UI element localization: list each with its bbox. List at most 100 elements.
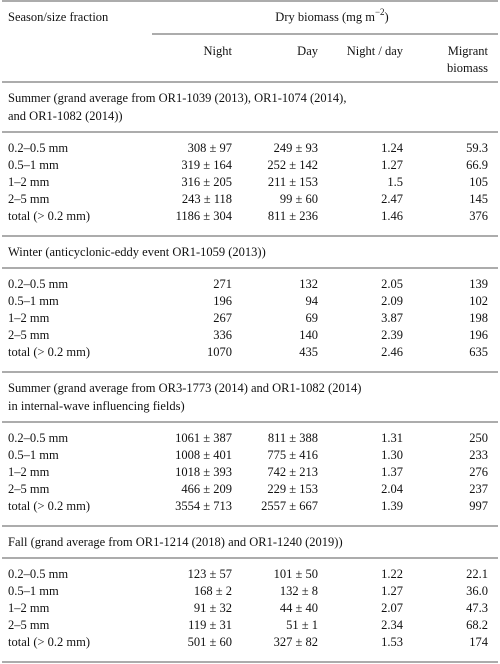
header-group-close: ) <box>385 10 389 24</box>
section-title: in internal-wave influencing fields) <box>8 399 185 413</box>
cell: 145 <box>469 192 488 206</box>
cell: 336 <box>213 328 232 342</box>
cell: 1.39 <box>381 499 403 513</box>
cell: 47.3 <box>466 601 488 615</box>
row-label: 1–2 mm <box>8 311 50 325</box>
cell: 327 ± 82 <box>274 635 318 649</box>
row-label: 0.2–0.5 mm <box>8 141 68 155</box>
row-label: 0.5–1 mm <box>8 448 59 462</box>
cell: 237 <box>469 482 488 496</box>
cell: 1.27 <box>381 584 403 598</box>
section-title: Winter (anticyclonic-eddy event OR1-1059… <box>8 245 266 259</box>
cell: 102 <box>469 294 488 308</box>
cell: 36.0 <box>466 584 488 598</box>
cell: 3.87 <box>381 311 403 325</box>
cell: 3554 ± 713 <box>175 499 232 513</box>
cell: 229 ± 153 <box>267 482 318 496</box>
cell: 198 <box>469 311 488 325</box>
cell: 66.9 <box>466 158 488 172</box>
cell: 2.04 <box>381 482 404 496</box>
cell: 132 <box>299 277 318 291</box>
row-label: 1–2 mm <box>8 175 50 189</box>
row-label: 1–2 mm <box>8 465 50 479</box>
row-label: total (> 0.2 mm) <box>8 209 90 223</box>
cell: 997 <box>469 499 488 513</box>
cell: 233 <box>469 448 488 462</box>
cell: 376 <box>469 209 488 223</box>
cell: 101 ± 50 <box>274 567 318 581</box>
cell: 1.31 <box>381 431 403 445</box>
cell: 742 ± 213 <box>267 465 318 479</box>
cell: 59.3 <box>466 141 488 155</box>
cell: 1008 ± 401 <box>175 448 232 462</box>
row-label: 0.2–0.5 mm <box>8 567 68 581</box>
cell: 1018 ± 393 <box>175 465 232 479</box>
cell: 252 ± 142 <box>267 158 318 172</box>
row-label: 2–5 mm <box>8 482 50 496</box>
cell: 119 ± 31 <box>188 618 232 632</box>
cell: 811 ± 388 <box>268 431 318 445</box>
cell: 211 ± 153 <box>268 175 318 189</box>
column-header: Day <box>297 44 319 58</box>
cell: 2.46 <box>381 345 403 359</box>
cell: 635 <box>469 345 488 359</box>
cell: 316 ± 205 <box>181 175 232 189</box>
cell: 140 <box>299 328 318 342</box>
header-first: Season/size fraction <box>8 10 109 24</box>
cell: 243 ± 118 <box>182 192 232 206</box>
cell: 267 <box>213 311 232 325</box>
row-label: 0.5–1 mm <box>8 584 59 598</box>
column-header: biomass <box>447 61 488 75</box>
cell: 69 <box>306 311 319 325</box>
cell: 1.24 <box>381 141 404 155</box>
cell: 775 ± 416 <box>267 448 318 462</box>
cell: 1.37 <box>381 465 403 479</box>
row-label: total (> 0.2 mm) <box>8 345 90 359</box>
cell: 319 ± 164 <box>181 158 232 172</box>
cell: 249 ± 93 <box>274 141 318 155</box>
cell: 1.30 <box>381 448 403 462</box>
cell: 68.2 <box>466 618 488 632</box>
header-group-sup: −2 <box>375 7 385 17</box>
cell: 2.39 <box>381 328 403 342</box>
cell: 2.34 <box>381 618 404 632</box>
cell: 276 <box>469 465 488 479</box>
column-header: Night / day <box>347 44 404 58</box>
cell: 123 ± 57 <box>188 567 232 581</box>
cell: 22.1 <box>466 567 488 581</box>
cell: 91 ± 32 <box>194 601 232 615</box>
cell: 250 <box>469 431 488 445</box>
cell: 196 <box>213 294 232 308</box>
cell: 2.47 <box>381 192 403 206</box>
column-header: Night <box>204 44 233 58</box>
row-label: 0.5–1 mm <box>8 158 59 172</box>
cell: 139 <box>469 277 488 291</box>
cell: 168 ± 2 <box>194 584 232 598</box>
cell: 501 ± 60 <box>188 635 232 649</box>
section-title: and OR1-1082 (2014)) <box>8 109 123 123</box>
cell: 308 ± 97 <box>188 141 232 155</box>
row-label: 0.5–1 mm <box>8 294 59 308</box>
cell: 2.05 <box>381 277 403 291</box>
row-label: 2–5 mm <box>8 618 50 632</box>
cell: 435 <box>299 345 318 359</box>
cell: 51 ± 1 <box>286 618 318 632</box>
cell: 105 <box>469 175 488 189</box>
cell: 1.22 <box>381 567 403 581</box>
cell: 1186 ± 304 <box>176 209 233 223</box>
cell: 99 ± 60 <box>280 192 318 206</box>
row-label: 2–5 mm <box>8 192 50 206</box>
row-label: 2–5 mm <box>8 328 50 342</box>
cell: 132 ± 8 <box>280 584 318 598</box>
row-label: 0.2–0.5 mm <box>8 277 68 291</box>
row-label: total (> 0.2 mm) <box>8 635 90 649</box>
header-group-text: Dry biomass (mg m <box>275 10 375 24</box>
cell: 1070 <box>207 345 232 359</box>
cell: 811 ± 236 <box>268 209 318 223</box>
cell: 466 ± 209 <box>181 482 232 496</box>
cell: 1.5 <box>387 175 403 189</box>
row-label: total (> 0.2 mm) <box>8 499 90 513</box>
cell: 1.46 <box>381 209 403 223</box>
cell: 271 <box>213 277 232 291</box>
